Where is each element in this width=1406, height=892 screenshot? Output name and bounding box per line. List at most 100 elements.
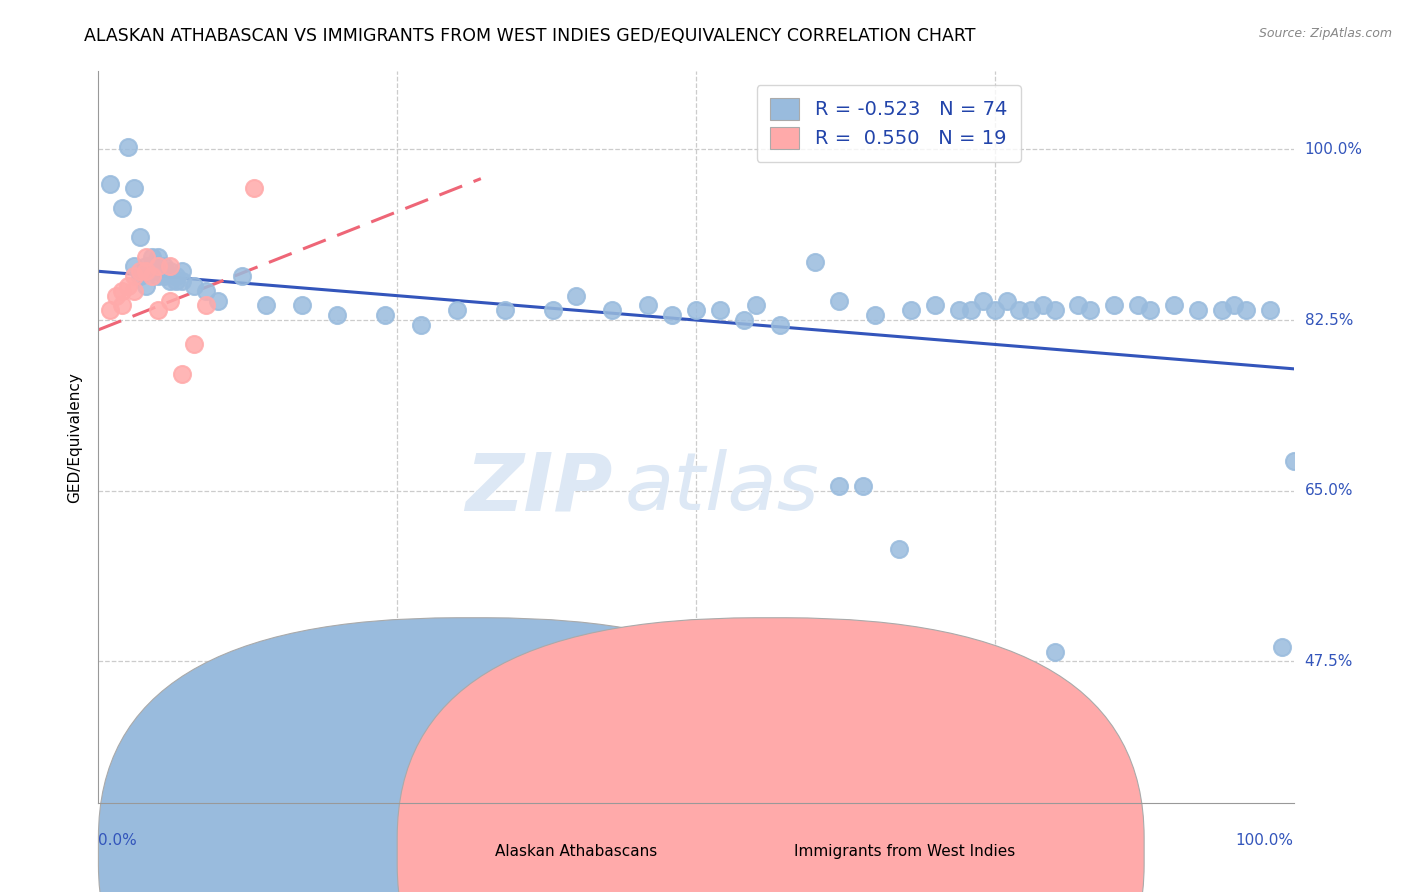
Point bbox=[828, 293, 851, 308]
Point bbox=[231, 269, 253, 284]
Point bbox=[135, 264, 157, 278]
Text: ALASKAN ATHABASCAN VS IMMIGRANTS FROM WEST INDIES GED/EQUIVALENCY CORRELATION CH: ALASKAN ATHABASCAN VS IMMIGRANTS FROM WE… bbox=[84, 27, 976, 45]
Text: Immigrants from West Indies: Immigrants from West Indies bbox=[794, 844, 1015, 859]
Point bbox=[124, 260, 146, 274]
Point bbox=[972, 293, 994, 308]
Point bbox=[900, 303, 922, 318]
Point bbox=[1032, 298, 1054, 312]
Text: 100.0%: 100.0% bbox=[1236, 833, 1294, 848]
Point bbox=[148, 264, 170, 278]
Point bbox=[98, 303, 122, 318]
Point bbox=[1271, 640, 1294, 654]
Point bbox=[1080, 303, 1102, 318]
Point bbox=[1258, 303, 1281, 318]
Point bbox=[1104, 298, 1126, 312]
Point bbox=[148, 250, 170, 264]
Point bbox=[924, 298, 946, 312]
Point bbox=[411, 318, 433, 332]
Point bbox=[1234, 303, 1257, 318]
Point bbox=[661, 308, 683, 322]
Point bbox=[1008, 303, 1031, 318]
Point bbox=[111, 284, 134, 298]
Point bbox=[135, 250, 157, 264]
Point bbox=[565, 288, 588, 302]
Point bbox=[141, 250, 163, 264]
Point bbox=[494, 303, 516, 318]
Point bbox=[291, 298, 314, 312]
Text: 82.5%: 82.5% bbox=[1305, 312, 1353, 327]
Text: Source: ZipAtlas.com: Source: ZipAtlas.com bbox=[1258, 27, 1392, 40]
Point bbox=[1282, 454, 1305, 468]
Point bbox=[172, 274, 194, 288]
Point bbox=[135, 260, 157, 274]
Point bbox=[165, 269, 187, 284]
Point bbox=[1163, 298, 1185, 312]
Point bbox=[141, 269, 163, 284]
Point bbox=[637, 298, 659, 312]
Point bbox=[852, 479, 875, 493]
Point bbox=[602, 303, 624, 318]
FancyBboxPatch shape bbox=[398, 618, 1144, 892]
Point bbox=[709, 303, 731, 318]
Point bbox=[111, 298, 134, 312]
Point bbox=[948, 303, 970, 318]
Point bbox=[172, 367, 194, 381]
Point bbox=[159, 264, 181, 278]
Point bbox=[105, 288, 128, 302]
Point bbox=[685, 303, 707, 318]
Text: ZIP: ZIP bbox=[465, 450, 613, 527]
Point bbox=[195, 284, 218, 298]
Point bbox=[254, 298, 277, 312]
Point bbox=[768, 318, 790, 332]
Point bbox=[733, 313, 755, 327]
Point bbox=[124, 181, 146, 195]
Point bbox=[153, 260, 176, 274]
Point bbox=[117, 279, 139, 293]
Point bbox=[159, 274, 181, 288]
Point bbox=[124, 269, 146, 284]
Point bbox=[124, 284, 146, 298]
Point bbox=[1043, 645, 1066, 659]
Point bbox=[195, 298, 218, 312]
Point bbox=[541, 303, 564, 318]
Point bbox=[1019, 303, 1042, 318]
Point bbox=[1128, 298, 1150, 312]
Point bbox=[446, 303, 468, 318]
Point bbox=[1211, 303, 1233, 318]
Point bbox=[374, 308, 396, 322]
Point bbox=[960, 303, 983, 318]
Point bbox=[135, 279, 157, 293]
Point bbox=[889, 542, 911, 557]
Point bbox=[148, 260, 170, 274]
Text: 100.0%: 100.0% bbox=[1305, 142, 1362, 157]
Text: Alaskan Athabascans: Alaskan Athabascans bbox=[495, 844, 658, 859]
Point bbox=[1223, 298, 1246, 312]
FancyBboxPatch shape bbox=[98, 618, 845, 892]
Point bbox=[828, 479, 851, 493]
Point bbox=[153, 269, 176, 284]
Point bbox=[804, 254, 827, 268]
Point bbox=[148, 303, 170, 318]
Point bbox=[1187, 303, 1209, 318]
Point bbox=[165, 274, 187, 288]
Point bbox=[207, 293, 229, 308]
Text: 47.5%: 47.5% bbox=[1305, 654, 1353, 669]
Point bbox=[111, 201, 134, 215]
Point bbox=[984, 303, 1007, 318]
Point bbox=[1067, 298, 1090, 312]
Point bbox=[129, 264, 152, 278]
Point bbox=[148, 269, 170, 284]
Point bbox=[98, 177, 122, 191]
Point bbox=[159, 293, 181, 308]
Point bbox=[183, 337, 205, 351]
Point bbox=[1139, 303, 1161, 318]
Legend: R = -0.523   N = 74, R =  0.550   N = 19: R = -0.523 N = 74, R = 0.550 N = 19 bbox=[756, 85, 1021, 162]
Point bbox=[1043, 303, 1066, 318]
Point bbox=[865, 308, 887, 322]
Point bbox=[172, 264, 194, 278]
Point bbox=[995, 293, 1018, 308]
Point bbox=[183, 279, 205, 293]
Point bbox=[129, 230, 152, 244]
Text: 65.0%: 65.0% bbox=[1305, 483, 1353, 499]
Text: atlas: atlas bbox=[624, 450, 820, 527]
